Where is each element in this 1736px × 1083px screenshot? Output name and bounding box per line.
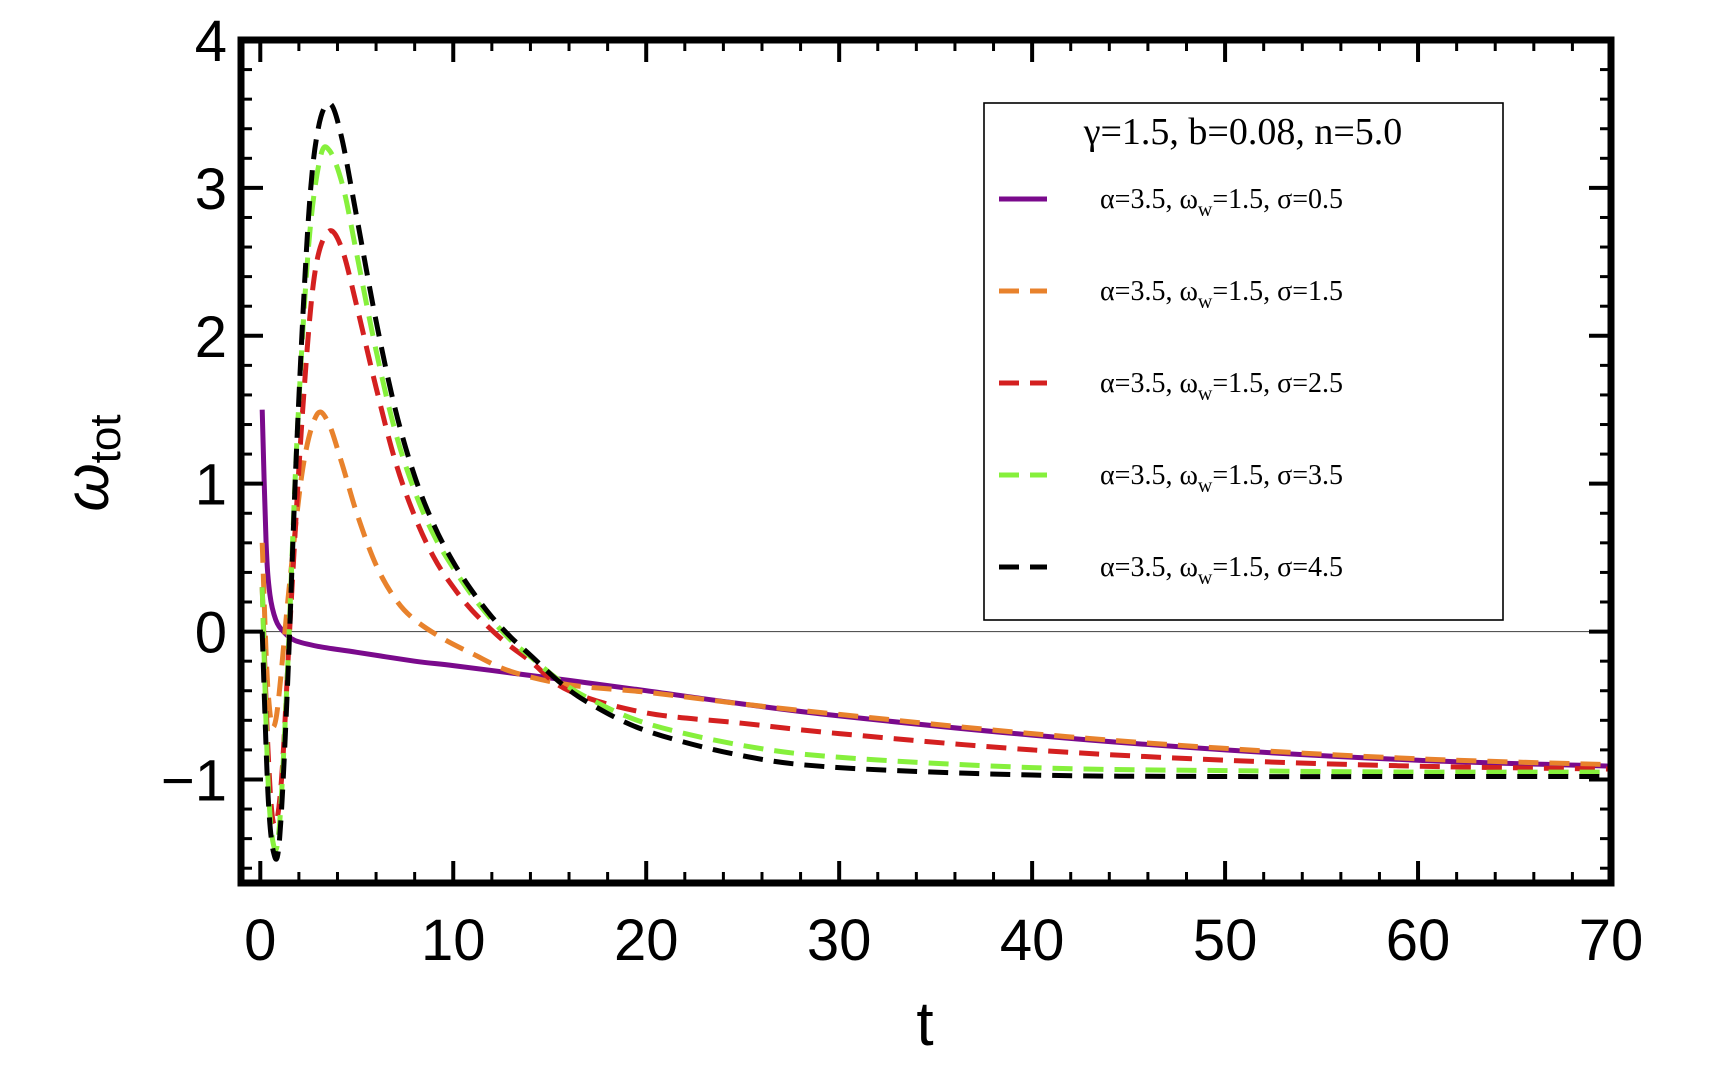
plot-frame xyxy=(237,36,1615,887)
y-tick-label: −1 xyxy=(161,748,227,813)
legend-entries: α=3.5, ωw=1.5, σ=0.5 α=3.5, ωw=1.5, σ=1.5… xyxy=(999,184,1343,589)
legend: γ=1.5, b=0.08, n=5.0 α=3.5, ωw=1.5, σ=0.… xyxy=(983,102,1504,621)
y-axis-label: ωtot xyxy=(53,414,130,511)
y-tick-label: 3 xyxy=(195,157,227,222)
legend-box xyxy=(983,102,1504,621)
legend-label: α=3.5, ωw=1.5, σ=4.5 xyxy=(1100,552,1343,589)
x-tick-label: 10 xyxy=(421,908,486,973)
legend-label: α=3.5, ωw=1.5, σ=3.5 xyxy=(1100,460,1343,497)
tick-layer xyxy=(241,38,1613,883)
legend-entry: α=3.5, ωw=1.5, σ=3.5 xyxy=(999,460,1343,497)
x-axis-label: t xyxy=(916,990,933,1059)
plot-frame-layer xyxy=(237,36,1615,887)
legend-label: α=3.5, ωw=1.5, σ=0.5 xyxy=(1100,184,1343,221)
legend-entry: α=3.5, ωw=1.5, σ=4.5 xyxy=(999,552,1343,589)
y-tick-label: 4 xyxy=(195,9,227,74)
y-axis-label-main: ω xyxy=(53,463,122,511)
x-tick-label: 60 xyxy=(1386,908,1451,973)
legend-label: α=3.5, ωw=1.5, σ=1.5 xyxy=(1100,276,1343,313)
legend-label: α=3.5, ωw=1.5, σ=2.5 xyxy=(1100,368,1343,405)
legend-entry: α=3.5, ωw=1.5, σ=0.5 xyxy=(999,184,1343,221)
x-tick-label: 50 xyxy=(1193,908,1258,973)
series-line-4 xyxy=(259,144,1612,853)
x-tick-label: 70 xyxy=(1579,908,1644,973)
legend-entry: α=3.5, ωw=1.5, σ=2.5 xyxy=(999,368,1343,405)
y-tick-label: 0 xyxy=(195,601,227,666)
y-tick-label: 1 xyxy=(195,453,227,518)
x-tick-label: 0 xyxy=(244,908,276,973)
x-tick-label: 30 xyxy=(807,908,872,973)
legend-entry: α=3.5, ωw=1.5, σ=1.5 xyxy=(999,276,1343,313)
x-tick-label: 20 xyxy=(614,908,679,973)
svg-text:ωtot: ωtot xyxy=(53,414,130,511)
series-layer xyxy=(259,101,1612,862)
y-axis-label-sub: tot xyxy=(81,414,130,463)
legend-title: γ=1.5, b=0.08, n=5.0 xyxy=(1083,111,1403,153)
x-tick-label: 40 xyxy=(1000,908,1065,973)
y-tick-label: 2 xyxy=(195,305,227,370)
series-line-5 xyxy=(259,101,1611,862)
